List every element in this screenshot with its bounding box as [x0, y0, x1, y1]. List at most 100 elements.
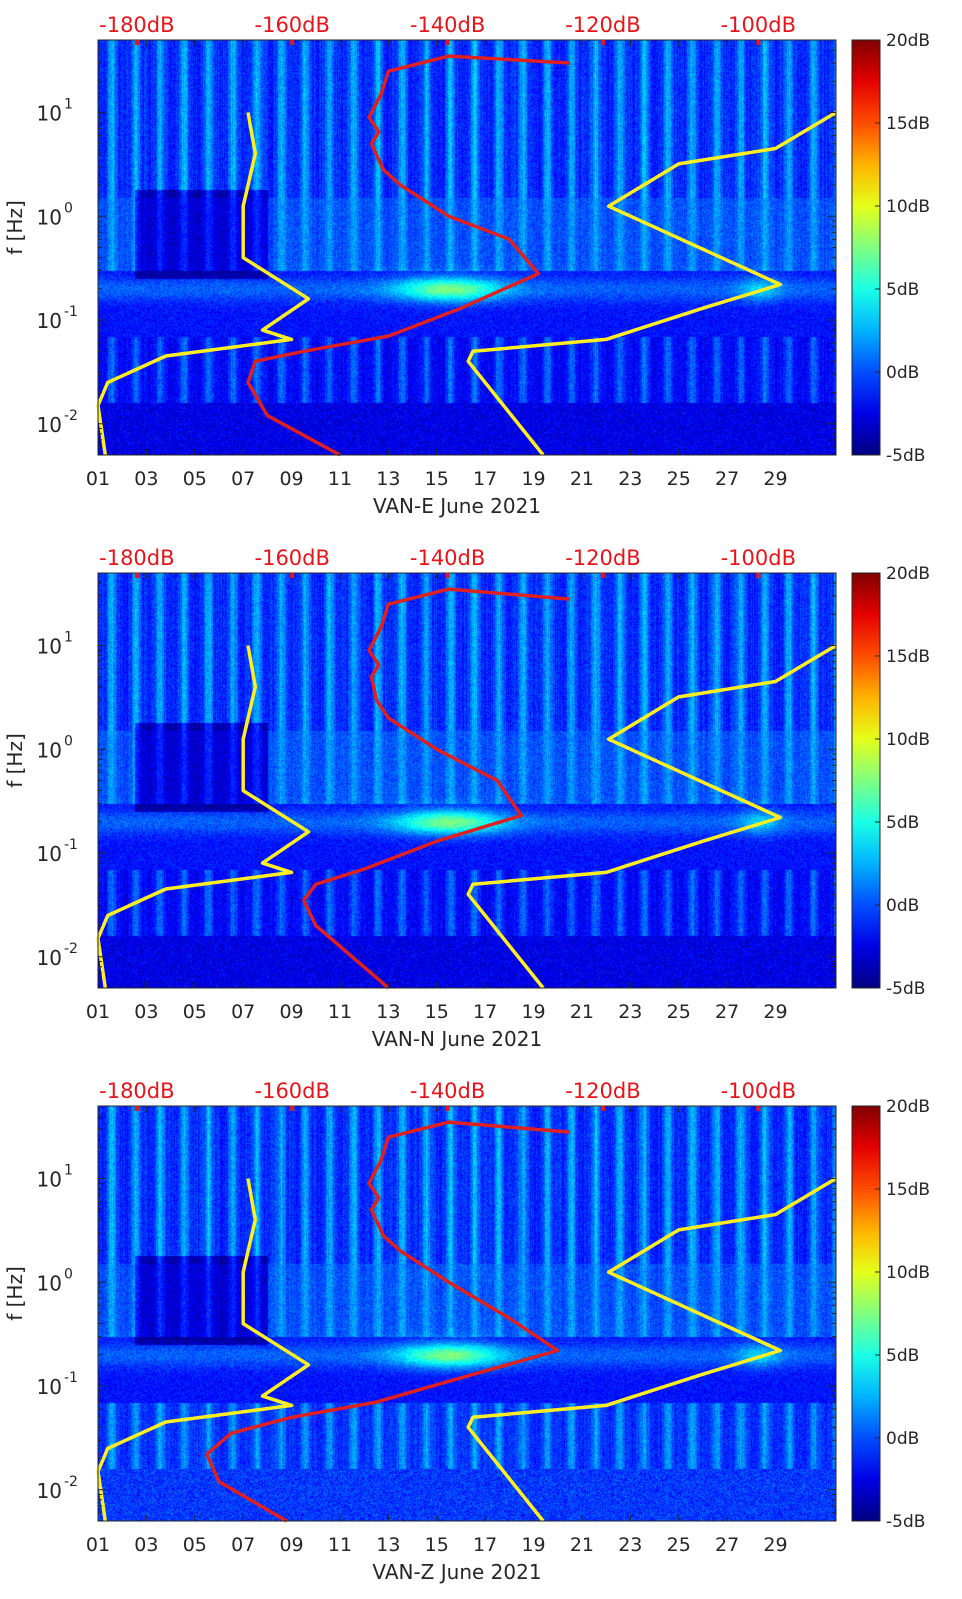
x-tick-label: 23: [618, 1001, 642, 1023]
x-tick-label: 07: [231, 1534, 255, 1556]
median-psd-curve: [246, 54, 570, 457]
y-tick-label: 10: [37, 635, 62, 659]
db-scale-label: -100dB: [721, 546, 796, 570]
colorbar: [851, 39, 881, 456]
x-tick-label: 15: [425, 1001, 449, 1023]
colorbar-tick-label: 20dB: [886, 1097, 930, 1117]
db-scale-label: -140dB: [410, 1079, 485, 1103]
y-tick-exponent: 0: [64, 733, 73, 749]
x-tick-label: 13: [376, 468, 400, 490]
x-tick-label: 17: [473, 1534, 497, 1556]
x-tick-label: 11: [328, 1534, 352, 1556]
x-tick-label: 23: [618, 468, 642, 490]
db-scale-label: -100dB: [721, 1079, 796, 1103]
plot-frame: [97, 572, 837, 989]
x-tick-label: 25: [667, 1001, 691, 1023]
plot-frame: [97, 39, 837, 456]
spectrogram-panel-1: 01 03 05 07 09 11 13 15 17 19 21 23 25 27 29 10 -2 10 -1 10…: [0, 0, 962, 533]
high-noise-model-curve: [466, 110, 837, 457]
low-noise-model-curve: [96, 1178, 311, 1522]
x-tick-label: 29: [763, 1534, 787, 1556]
colorbar-tick-label: 0dB: [886, 1429, 919, 1449]
x-tick-label: 13: [376, 1534, 400, 1556]
x-tick-label: 03: [134, 468, 158, 490]
db-scale-label: -140dB: [410, 546, 485, 570]
spectrogram-panel-3: 01 03 05 07 09 11 13 15 17 19 21 23 25 27 29 10 -2 10 -1 10…: [0, 1066, 962, 1599]
x-tick-label: 27: [715, 1534, 739, 1556]
y-axis-label: f [Hz]: [3, 1266, 27, 1321]
y-tick-exponent: -1: [64, 837, 78, 853]
db-scale-label: -180dB: [99, 546, 174, 570]
x-tick-label: 07: [231, 1001, 255, 1023]
low-noise-model-curve: [96, 112, 311, 456]
y-tick-exponent: -2: [64, 1474, 78, 1490]
x-axis-label: VAN-E June 2021: [373, 494, 541, 518]
x-tick-label: 25: [667, 1534, 691, 1556]
x-tick-label: 11: [328, 1001, 352, 1023]
high-noise-model-curve: [466, 1176, 837, 1523]
colorbar-tick-label: 0dB: [886, 896, 919, 916]
colorbar-tick-label: 5dB: [886, 280, 919, 300]
chart-overlay: 01 03 05 07 09 11 13 15 17 19 21 23 25 27 2910-210-110…: [3, 546, 930, 1051]
x-tick-label: 23: [618, 1534, 642, 1556]
y-tick-exponent: -2: [64, 941, 78, 957]
chart-overlay: 01 03 05 07 09 11 13 15 17 19 21 23 25 27 2910-210-110…: [3, 1079, 930, 1584]
colorbar-tick-label: 20dB: [886, 564, 930, 584]
x-tick-label: 29: [763, 1001, 787, 1023]
y-tick-label: 10: [37, 1479, 62, 1503]
x-tick-label: 13: [376, 1001, 400, 1023]
y-tick-exponent: 1: [64, 630, 73, 646]
x-tick-label: 25: [667, 468, 691, 490]
db-scale-label: -120dB: [565, 546, 640, 570]
x-tick-label: 19: [521, 1534, 545, 1556]
y-tick-label: 10: [37, 842, 62, 866]
colorbar-tick-label: -5dB: [886, 1512, 925, 1532]
y-tick-label: 10: [37, 413, 62, 437]
y-tick-label: 10: [37, 946, 62, 970]
colorbar-tick-label: 0dB: [886, 363, 919, 383]
x-tick-label: 03: [134, 1001, 158, 1023]
x-tick-label: 17: [473, 1001, 497, 1023]
y-tick-exponent: 1: [64, 97, 73, 113]
x-tick-label: 05: [183, 1001, 207, 1023]
y-tick-exponent: 1: [64, 1163, 73, 1179]
spectrogram-panel-2: 01 03 05 07 09 11 13 15 17 19 21 23 25 27 29 10 -2 10 -1 10…: [0, 533, 962, 1066]
x-tick-label: 05: [183, 468, 207, 490]
colorbar-tick-label: -5dB: [886, 979, 925, 999]
colorbar-tick-label: 20dB: [886, 31, 930, 51]
x-tick-label: 09: [279, 1534, 303, 1556]
x-tick-label: 21: [570, 1534, 594, 1556]
x-tick-label: 21: [570, 1001, 594, 1023]
y-tick-exponent: -1: [64, 304, 78, 320]
x-axis-label: VAN-Z June 2021: [372, 1560, 541, 1584]
y-tick-label: 10: [37, 1375, 62, 1399]
x-tick-label: 17: [473, 468, 497, 490]
y-tick-label: 10: [37, 102, 62, 126]
x-tick-label: 29: [763, 468, 787, 490]
x-tick-label: 01: [86, 1534, 110, 1556]
x-tick-label: 15: [425, 1534, 449, 1556]
x-tick-label: 19: [521, 468, 545, 490]
x-tick-label: 27: [715, 468, 739, 490]
spectrogram-image: [98, 1106, 836, 1521]
high-noise-model-curve: [466, 643, 837, 990]
y-axis-label: f [Hz]: [3, 200, 27, 255]
colorbar: [851, 572, 881, 989]
colorbar-tick-label: 10dB: [886, 1263, 930, 1283]
x-tick-label: 27: [715, 1001, 739, 1023]
x-tick-label: 15: [425, 468, 449, 490]
x-tick-label: 03: [134, 1534, 158, 1556]
db-scale-label: -140dB: [410, 13, 485, 37]
colorbar: [851, 1105, 881, 1522]
y-tick-label: 10: [37, 205, 62, 229]
y-axis-label: f [Hz]: [3, 733, 27, 788]
y-tick-exponent: 0: [64, 200, 73, 216]
db-scale-label: -120dB: [565, 13, 640, 37]
db-scale-label: -120dB: [565, 1079, 640, 1103]
x-tick-label: 09: [279, 1001, 303, 1023]
db-scale-label: -180dB: [99, 13, 174, 37]
db-scale-label: -180dB: [99, 1079, 174, 1103]
db-scale-label: -160dB: [255, 1079, 330, 1103]
db-scale-label: -160dB: [255, 546, 330, 570]
colorbar-tick-label: -5dB: [886, 446, 925, 466]
